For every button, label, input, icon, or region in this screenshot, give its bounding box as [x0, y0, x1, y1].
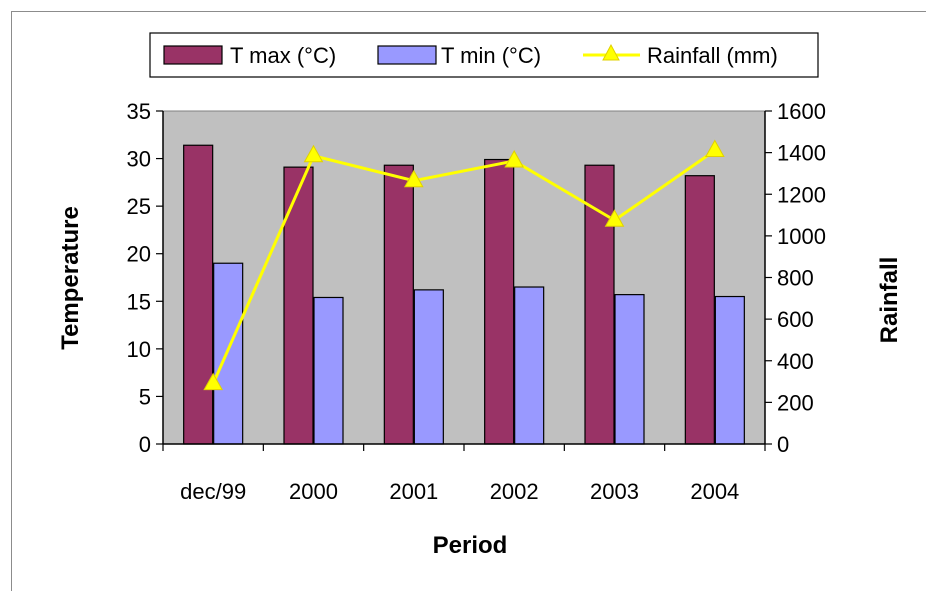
bar-tmax-3 [484, 158, 515, 445]
chart-frame [11, 11, 926, 591]
y-tick-label-5: 25 [127, 194, 151, 219]
legend-swatch-tmin [377, 45, 437, 65]
y-tick-label-6: 30 [127, 147, 151, 172]
rainfall-marker-2 [403, 169, 424, 188]
y-tick-label-3: 15 [127, 289, 151, 314]
bar-tmax-5 [684, 175, 715, 445]
bar-tmin-5 [714, 295, 745, 445]
x-tick-label-1: 2000 [289, 479, 338, 504]
rainfall-marker-0 [203, 372, 224, 391]
x-tick-label-2: 2001 [389, 479, 438, 504]
bar-tmin-3 [514, 286, 545, 445]
y-tick-label-2: 10 [127, 337, 151, 362]
bar-tmin-2 [413, 289, 444, 445]
y2-tick-label-7: 1400 [777, 141, 826, 166]
plot-area [162, 110, 766, 445]
x-axis-title: Period [433, 532, 508, 559]
y2-tick-label-3: 600 [777, 307, 814, 332]
y2-tick-label-2: 400 [777, 349, 814, 374]
rainfall-marker-5 [704, 139, 725, 158]
x-tick-label-5: 2004 [690, 479, 739, 504]
rainfall-line [211, 149, 716, 385]
y-tick-label-1: 5 [139, 384, 151, 409]
y-tick-label-0: 0 [139, 432, 151, 457]
y-tick-label-4: 20 [127, 242, 151, 267]
x-tick-label-0: dec/99 [180, 479, 246, 504]
bar-tmax-1 [283, 166, 314, 445]
bar-tmax-0 [183, 144, 214, 445]
y2-axis-title: Rainfall [876, 257, 903, 344]
rainfall-marker-4 [604, 209, 625, 227]
x-tick-label-3: 2002 [490, 479, 539, 504]
bar-tmin-0 [213, 262, 244, 445]
rainfall-marker-1 [303, 144, 324, 163]
y2-tick-label-4: 800 [777, 266, 814, 291]
legend-marker-rainfall [602, 43, 620, 61]
bar-tmax-2 [383, 164, 414, 445]
bar-tmin-4 [614, 294, 645, 445]
y2-tick-label-5: 1000 [777, 224, 826, 249]
legend-label-tmin: T min (°C) [441, 43, 541, 68]
y-axis-title: Temperature [57, 206, 84, 350]
y2-tick-label-6: 1200 [777, 182, 826, 207]
legend-swatch-tmax [163, 45, 223, 65]
y-tick-label-7: 35 [127, 99, 151, 124]
y2-tick-label-0: 0 [777, 432, 789, 457]
legend-box [149, 32, 819, 78]
y2-tick-label-8: 1600 [777, 99, 826, 124]
legend: T max (°C) T min (°C) Rainfall (mm) [149, 32, 819, 78]
legend-label-tmax: T max (°C) [230, 43, 336, 68]
x-tick-label-4: 2003 [590, 479, 639, 504]
y2-tick-label-1: 200 [777, 390, 814, 415]
rainfall-marker-3 [504, 149, 525, 168]
bar-tmin-1 [313, 296, 344, 445]
legend-label-rainfall: Rainfall (mm) [647, 43, 778, 68]
